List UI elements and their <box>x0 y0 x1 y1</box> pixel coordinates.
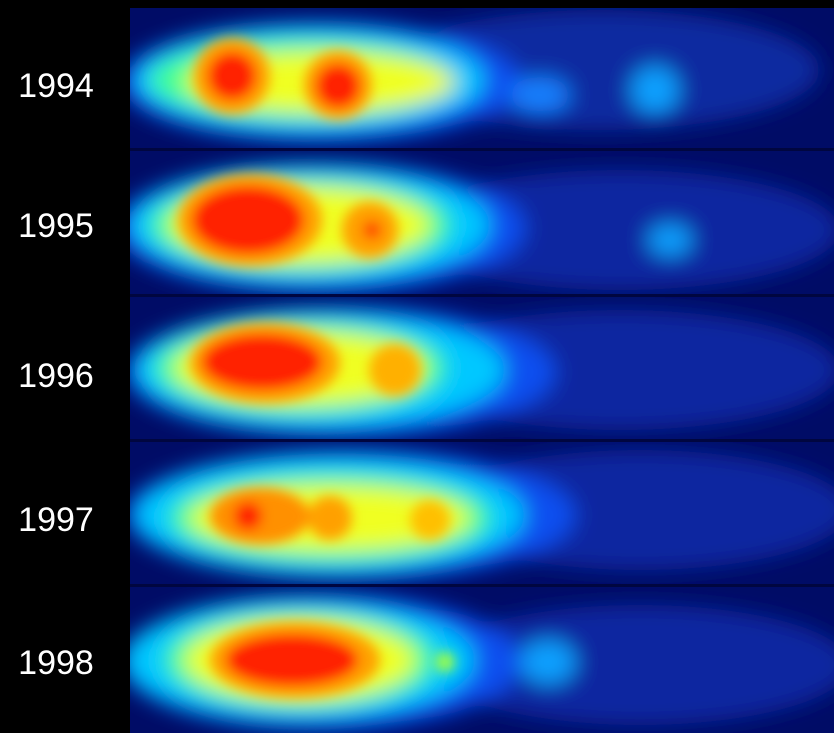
heatmap-panel <box>120 587 834 733</box>
year-label: 1997 <box>18 501 94 539</box>
year-label: 1998 <box>18 644 94 682</box>
heatmap-panel <box>120 8 834 148</box>
heatmap-figure: 1994 1995 1996 1997 1998 <box>0 0 834 733</box>
heatmap-panel <box>115 151 834 294</box>
year-label: 1995 <box>18 207 94 245</box>
year-label: 1996 <box>18 357 94 395</box>
heatmap-panel <box>125 442 834 584</box>
heatmap-panel <box>125 297 834 439</box>
year-label: 1994 <box>18 67 94 105</box>
page: {"panels": [{"label": "1994"}, {"label":… <box>0 0 834 733</box>
